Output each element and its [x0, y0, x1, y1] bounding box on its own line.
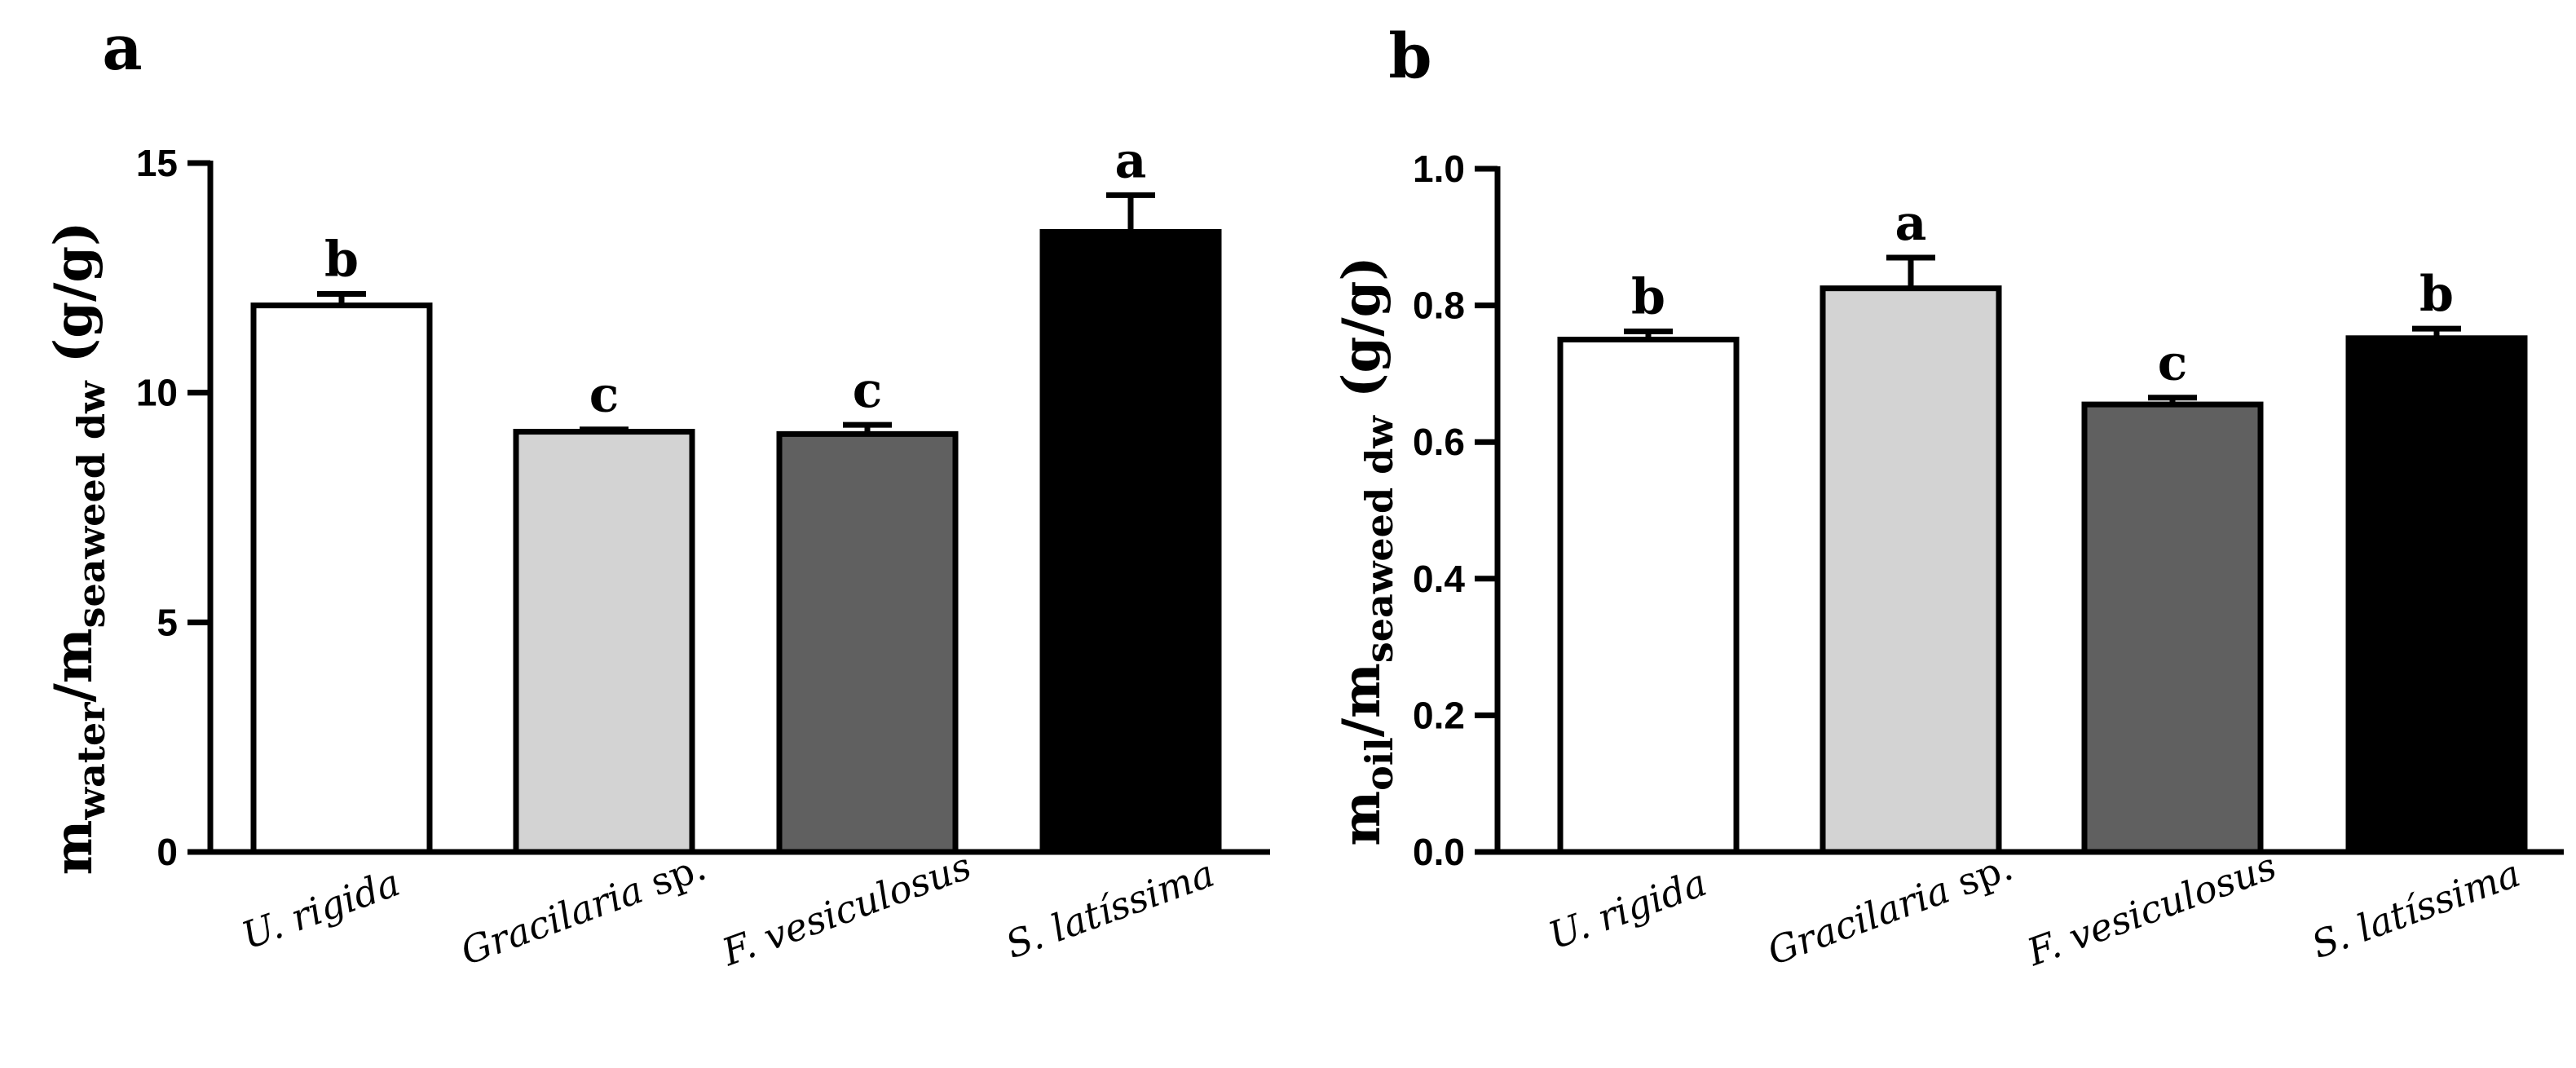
- y-tick-label: 10: [136, 372, 178, 414]
- category-label-rest: latíssima: [1034, 851, 1220, 955]
- y-tick-label: 0.0: [1413, 831, 1465, 873]
- category-label: U. rigida: [236, 860, 406, 958]
- significance-label: c: [589, 367, 620, 424]
- y-tick-label: 5: [157, 601, 178, 643]
- y-axis-title: mwater/mseaweed dw (g/g): [43, 222, 113, 876]
- panel-letter: a: [102, 11, 142, 84]
- category-label: Gracilaria sp.: [1762, 845, 2018, 974]
- panel-letter: b: [1388, 20, 1431, 92]
- category-label: F. vesiculosus: [716, 844, 977, 975]
- chart-panel-b: b moil/mseaweed dw (g/g) b U. rigida a Gracil…: [1331, 20, 2564, 974]
- chart-panel-a: a mwater/mseaweed dw (g/g) b U. rigida c Grac…: [43, 11, 1270, 974]
- bar: [2345, 335, 2528, 855]
- significance-label: a: [1115, 132, 1147, 189]
- bar: [776, 430, 959, 855]
- significance-label: c: [853, 362, 883, 419]
- y-tick-label: 15: [136, 142, 178, 184]
- category-label: Gracilaria sp.: [455, 845, 712, 974]
- significance-label: c: [2158, 335, 2188, 392]
- bar: [1820, 285, 2002, 855]
- y-axis-title-part: /m: [1331, 663, 1392, 737]
- y-tick-label: 1.0: [1413, 148, 1465, 190]
- y-axis-title: moil/mseaweed dw (g/g): [1331, 256, 1401, 845]
- significance-label: b: [324, 232, 359, 289]
- category-label: U. rigida: [1543, 860, 1713, 958]
- category-label: F. vesiculosus: [2021, 844, 2282, 975]
- y-axis-title-part: oil: [1357, 737, 1401, 791]
- category-label-rest: latíssima: [2340, 851, 2525, 955]
- significance-label: b: [1631, 268, 1665, 325]
- y-axis-title-part: m: [43, 820, 104, 876]
- category-label-genus: Gracilaria: [455, 867, 648, 973]
- y-tick-label: 0.4: [1413, 558, 1465, 600]
- y-axis-title-part: /m: [43, 628, 104, 702]
- y-tick-label: 0.6: [1413, 421, 1465, 463]
- y-axis-title-part: seaweed dw: [69, 380, 113, 628]
- bar: [250, 302, 433, 855]
- y-axis-title-part: (g/g): [1331, 256, 1392, 416]
- y-tick-label: 0.8: [1413, 285, 1465, 327]
- y-tick-label: 0: [157, 831, 178, 873]
- bar: [513, 429, 695, 855]
- category-label: S. latíssima: [2306, 851, 2526, 967]
- y-axis-title-part: seaweed dw: [1357, 415, 1401, 663]
- significance-label: b: [2419, 266, 2454, 323]
- category-label-rest: vesiculosus: [747, 844, 977, 964]
- bar: [1039, 229, 1222, 855]
- y-axis-title-part: (g/g): [43, 222, 104, 382]
- category-label: S. latíssima: [1000, 851, 1220, 967]
- y-axis-title-part: water: [69, 702, 113, 821]
- y-tick-label: 0.2: [1413, 694, 1465, 736]
- category-label-rest: vesiculosus: [2052, 844, 2282, 964]
- bar: [2081, 401, 2264, 855]
- y-axis-title-part: m: [1331, 791, 1392, 846]
- significance-label: a: [1895, 195, 1927, 252]
- category-label-genus: Gracilaria: [1762, 867, 1955, 973]
- bar: [1557, 337, 1740, 855]
- category-label-rest: rigida: [1581, 860, 1713, 944]
- category-label-rest: rigida: [274, 860, 406, 944]
